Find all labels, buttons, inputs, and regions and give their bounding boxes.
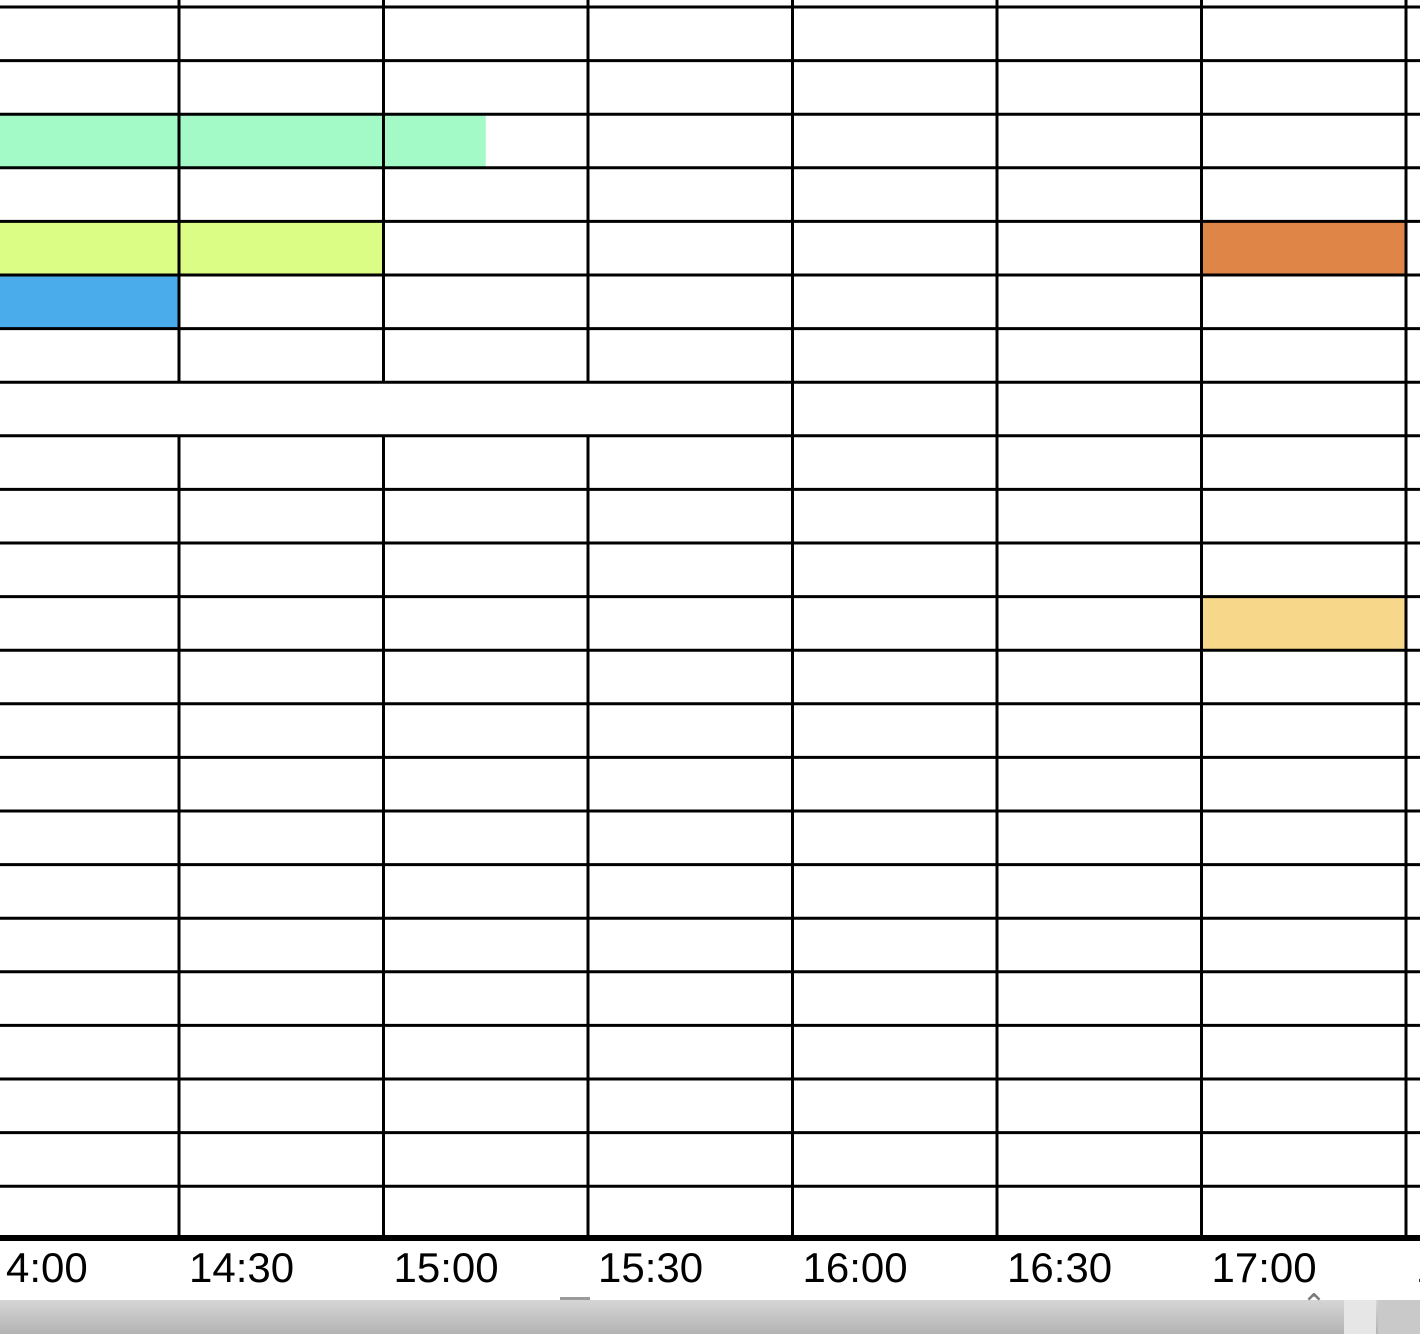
bottom-scrollbar[interactable] (0, 1300, 1420, 1334)
scrollbar-panel (1344, 1300, 1376, 1334)
time-label: 16:00 (803, 1244, 908, 1291)
scrollbar-panel-right (1378, 1300, 1420, 1334)
time-label: 16:30 (1007, 1244, 1112, 1291)
event-bar-5[interactable] (1201, 596, 1407, 651)
event-bar-2[interactable] (0, 221, 384, 275)
time-label: 4:00 (6, 1244, 88, 1291)
time-label: 1 (1416, 1244, 1420, 1291)
scroll-grip[interactable] (560, 1297, 590, 1300)
event-bar-1[interactable] (0, 114, 486, 168)
chevron-up-icon[interactable]: ⌃ (1301, 1288, 1327, 1323)
time-label: 14:30 (189, 1244, 294, 1291)
time-label: 17:00 (1212, 1244, 1317, 1291)
event-bar-4[interactable] (1201, 221, 1407, 275)
event-bar-3[interactable] (0, 275, 179, 329)
time-label: 15:00 (394, 1244, 499, 1291)
time-label: 15:30 (598, 1244, 703, 1291)
